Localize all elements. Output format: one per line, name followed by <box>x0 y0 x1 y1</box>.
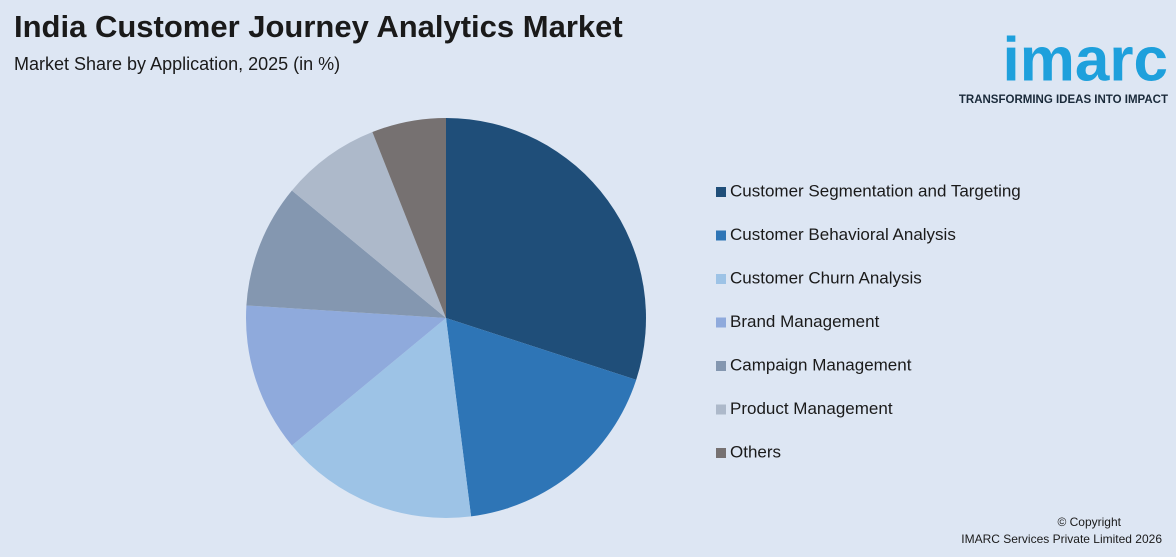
chart-title: India Customer Journey Analytics Market <box>14 9 623 44</box>
legend-swatch <box>716 274 726 284</box>
legend-label: Product Management <box>730 399 893 418</box>
pie-slice <box>291 132 446 318</box>
pie-slice <box>446 318 637 517</box>
legend-label: Brand Management <box>730 312 880 331</box>
legend-label: Customer Segmentation and Targeting <box>730 181 1021 200</box>
legend-label: Customer Churn Analysis <box>730 268 922 287</box>
legend-label: Others <box>730 442 781 461</box>
legend: Customer Segmentation and Targeting Custo… <box>716 181 1021 461</box>
legend-swatch <box>716 317 726 328</box>
legend-swatch <box>716 361 726 371</box>
pie-slice <box>246 190 446 318</box>
pie-slice <box>245 305 446 446</box>
copyright: © Copyright <box>1057 515 1121 529</box>
legend-swatch <box>716 448 726 458</box>
legend-swatch <box>716 404 726 415</box>
logo-tagline: TRANSFORMING IDEAS INTO IMPACT <box>959 94 1168 106</box>
logo-name: imarc <box>1003 25 1168 94</box>
legend-swatch <box>716 187 726 197</box>
legend-label: Campaign Management <box>730 355 912 374</box>
pie-slice <box>446 118 646 380</box>
pie <box>245 118 646 518</box>
pie-slice <box>291 318 472 518</box>
pie-slice <box>372 118 446 318</box>
chart-subtitle: Market Share by Application, 2025 (in %) <box>14 54 340 74</box>
legend-label: Customer Behavioral Analysis <box>730 225 956 244</box>
company: IMARC Services Private Limited 2026 <box>961 532 1162 546</box>
legend-swatch <box>716 230 726 241</box>
